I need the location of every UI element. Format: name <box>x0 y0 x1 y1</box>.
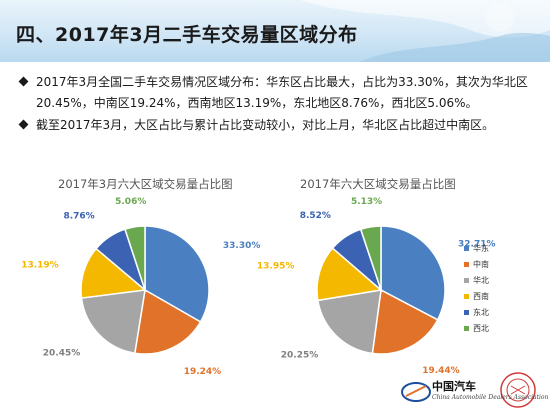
legend-swatch <box>464 261 469 267</box>
pie-1-label-2: 20.45% <box>43 349 81 359</box>
legend-label: 中南 <box>473 259 489 269</box>
pie-2-label-5: 5.13% <box>351 197 382 207</box>
pie-2-label-4: 8.52% <box>300 211 331 221</box>
pie-2-slice-1 <box>371 288 439 355</box>
pie-2-slice-0 <box>380 225 446 321</box>
legend-item: 西北 <box>464 320 489 336</box>
legend-label: 东北 <box>473 307 489 317</box>
logo-name: 中国汽车 <box>432 380 476 393</box>
legend-swatch <box>464 309 469 315</box>
pie-2-slice-2 <box>316 289 382 355</box>
pie-1-slice-0 <box>144 225 210 323</box>
pie-2-label-1: 19.44% <box>422 366 460 376</box>
pie-2-slice-5 <box>359 225 382 291</box>
legend-label: 华北 <box>473 275 489 285</box>
legend-swatch <box>464 277 469 283</box>
cada-logo <box>401 372 536 408</box>
legend-item: 中南 <box>464 256 489 272</box>
header-banner: 四、2017年3月二手车交易量区域分布 <box>0 0 550 62</box>
pie-1-label-1: 19.24% <box>184 367 222 377</box>
legend-item: 华东 <box>464 240 489 256</box>
pie-1-slice-1 <box>133 288 202 355</box>
bullet-item: 2017年3月全国二手车交易情况区域分布：华东区占比最大，占比为33.30%，其… <box>20 72 535 114</box>
chart-2-legend: 华东中南华北西南东北西北 <box>464 240 489 336</box>
pie-1-label-5: 5.06% <box>115 197 146 207</box>
legend-item: 华北 <box>464 272 489 288</box>
legend-swatch <box>464 293 469 299</box>
pie-1-slice-5 <box>124 225 146 291</box>
legend-item: 西南 <box>464 288 489 304</box>
pie-1-label-4: 8.76% <box>63 211 94 221</box>
pie-2-slice-3 <box>316 247 383 302</box>
chart-2-title: 2017年六大区域交易量占比图 <box>300 177 456 191</box>
summary-bullets: 2017年3月全国二手车交易情况区域分布：华东区占比最大，占比为33.30%，其… <box>20 72 535 137</box>
legend-swatch <box>464 245 469 251</box>
pie-2-label-3: 13.95% <box>257 262 295 272</box>
legend-item: 东北 <box>464 304 489 320</box>
logo-subtitle: China Automobile Dealers Association <box>432 394 549 401</box>
legend-label: 西北 <box>473 323 489 333</box>
pie-2-label-2: 20.25% <box>281 351 319 361</box>
pie-1-label-0: 33.30% <box>223 241 261 251</box>
legend-label: 西南 <box>473 291 489 301</box>
header-wave-decoration <box>300 0 550 62</box>
pie-2-label-0: 32.71% <box>458 239 496 249</box>
legend-label: 华东 <box>473 243 489 253</box>
pie-1-slice-2 <box>80 289 146 355</box>
page-title: 四、2017年3月二手车交易量区域分布 <box>16 24 358 46</box>
pie-1-label-3: 13.19% <box>21 260 59 270</box>
bullet-item: 截至2017年3月，大区占比与累计占比变动较小，对比上月，华北区占比超过中南区。 <box>20 115 535 136</box>
legend-swatch <box>464 325 469 331</box>
chart-1-title: 2017年3月六大区域交易量占比图 <box>58 177 233 191</box>
